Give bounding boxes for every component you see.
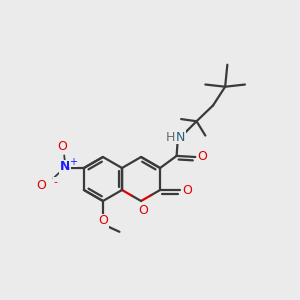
Text: N: N (176, 130, 185, 144)
Text: O: O (182, 184, 192, 196)
Text: O: O (197, 151, 207, 164)
Text: H: H (166, 130, 175, 144)
Text: O: O (37, 179, 46, 192)
Text: O: O (57, 140, 67, 153)
Text: O: O (98, 214, 108, 227)
Text: N: N (60, 160, 70, 173)
Text: +: + (69, 157, 77, 167)
Text: O: O (138, 203, 148, 217)
Text: -: - (53, 177, 57, 187)
